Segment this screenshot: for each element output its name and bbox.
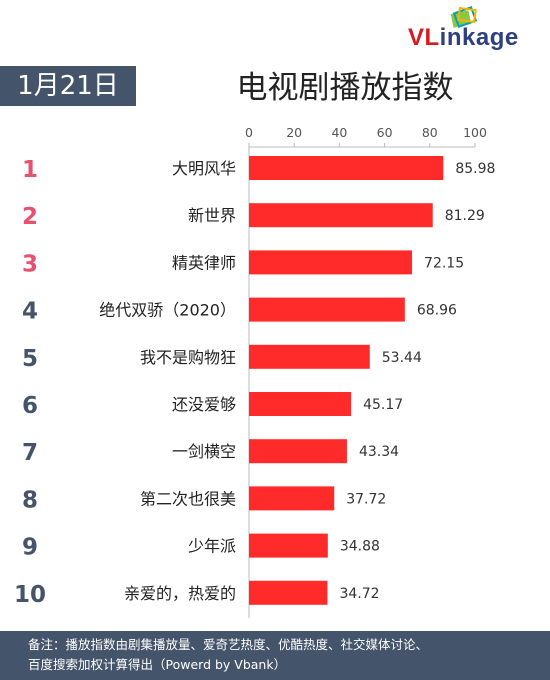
date-badge: 1月21日 [0,66,136,106]
x-tick-label: 0 [245,125,253,140]
bar-chart: 0 20 40 60 80 100 1 大明风华 85.98 2 新世界 81.29 3 精英律师 72.1… [14,125,495,618]
x-tick-label: 40 [331,125,347,140]
x-tick-label: 60 [377,125,393,140]
footer-note: 备注：播放指数由剧集播放量、爱奇艺热度、优酷热度、社交媒体讨论、 百度搜索加权计… [0,631,550,680]
x-tick-label: 20 [286,125,302,140]
rank-number: 10 [14,582,46,608]
footer-line-1: 备注：播放指数由剧集播放量、爱奇艺热度、优酷热度、社交媒体讨论、 [28,637,429,652]
category-label: 新世界 [188,206,236,225]
value-label: 85.98 [455,161,495,177]
value-label: 37.72 [346,491,386,507]
category-label: 一剑横空 [172,442,236,461]
rank-number: 3 [22,251,38,277]
rank-number: 2 [22,204,38,230]
category-label: 少年派 [188,537,236,556]
category-label: 第二次也很美 [140,489,236,508]
value-label: 43.34 [359,444,399,460]
value-label: 34.88 [340,539,380,555]
x-tick-label: 80 [422,125,438,140]
linkage-frames-icon [450,6,478,28]
x-tick-label: 100 [463,125,487,140]
bar [249,203,433,228]
bar [249,344,370,369]
bar [249,439,347,464]
bar [249,486,335,511]
value-label: 45.17 [363,397,403,413]
category-label: 还没爱够 [172,395,236,414]
vlinkage-logo: VLinkage [408,6,538,54]
logo-wordmark: VLinkage [408,24,519,52]
chart-title: 电视剧播放指数 [236,70,454,106]
logo-prefix: VL [408,24,440,51]
bar [249,533,328,558]
rank-number: 4 [22,299,38,325]
rank-number: 9 [22,535,38,561]
rank-number: 1 [22,157,38,183]
rank-number: 5 [22,346,38,372]
rank-number: 8 [22,487,38,513]
category-label: 精英律师 [172,253,236,272]
rank-number: 7 [22,440,38,466]
category-label: 我不是购物狂 [140,348,236,367]
bar [249,580,328,605]
bar [249,297,405,322]
value-label: 34.72 [339,586,379,602]
value-label: 68.96 [417,303,457,319]
category-label: 亲爱的，热爱的 [124,584,236,603]
bar [249,156,444,180]
bar [249,392,352,416]
logo-suffix: age [475,24,519,51]
bar [249,250,413,275]
value-label: 72.15 [424,255,464,271]
rank-number: 6 [22,393,38,419]
footer-line-2: 百度搜索加权计算得出（Powerd by Vbank） [28,657,287,672]
value-label: 53.44 [382,350,422,366]
value-label: 81.29 [445,208,485,224]
category-label: 绝代双骄（2020） [99,301,236,320]
category-label: 大明风华 [172,159,236,178]
logo-mid: ink [439,24,476,51]
